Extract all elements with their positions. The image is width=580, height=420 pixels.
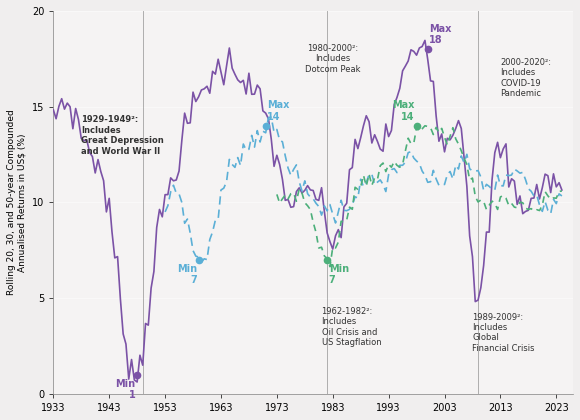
Text: Min
7: Min 7 — [329, 264, 349, 285]
Text: Max
14: Max 14 — [393, 100, 415, 122]
Text: Min
7: Min 7 — [177, 264, 197, 285]
Text: 2000-2020²:
Includes
COVID-19
Pandemic: 2000-2020²: Includes COVID-19 Pandemic — [501, 58, 552, 98]
Text: Max
18: Max 18 — [429, 24, 452, 45]
Text: 1980-2000²:
Includes
Dotcom Peak: 1980-2000²: Includes Dotcom Peak — [305, 44, 361, 74]
Text: 1989-2009²:
Includes
Global
Financial Crisis: 1989-2009²: Includes Global Financial Cr… — [473, 312, 535, 353]
Y-axis label: Rolling 20, 30, and 50-year Compounded
Annualised Returns in US$ (%): Rolling 20, 30, and 50-year Compounded A… — [7, 110, 26, 295]
Text: 1962-1982²:
Includes
Oil Crisis and
US Stagflation: 1962-1982²: Includes Oil Crisis and US S… — [321, 307, 381, 347]
Text: 1929-1949²:
Includes
Great Depression
and World War II: 1929-1949²: Includes Great Depression an… — [81, 116, 164, 155]
Text: Min
1: Min 1 — [115, 379, 136, 400]
Text: Max
14: Max 14 — [267, 100, 290, 122]
